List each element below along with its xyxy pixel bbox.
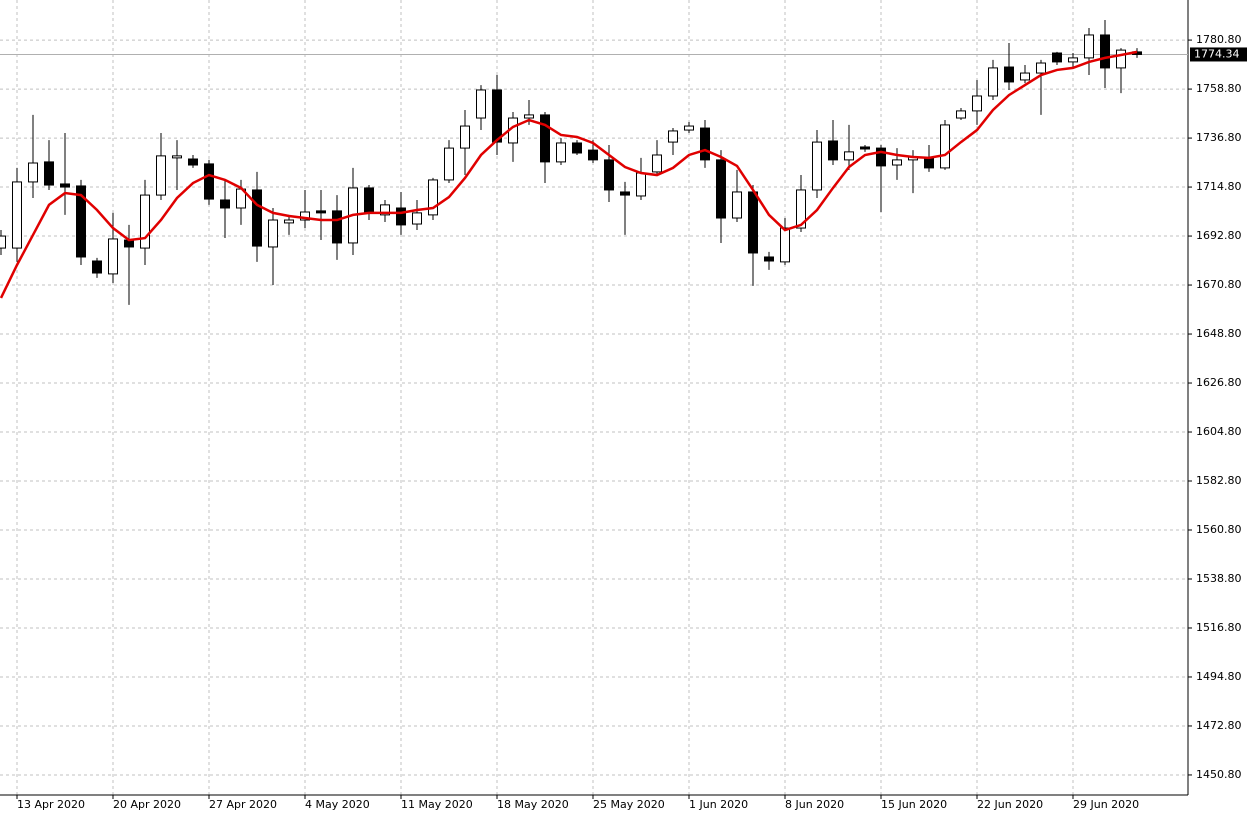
- candle-body: [604, 159, 614, 191]
- candle-body: [524, 114, 534, 119]
- y-tick-label: 1758.80: [1196, 82, 1242, 95]
- x-tick-label: 11 May 2020: [401, 798, 473, 811]
- candle-body: [380, 204, 390, 216]
- y-tick-label: 1538.80: [1196, 572, 1242, 585]
- candle-body: [892, 159, 902, 166]
- candle-body: [140, 194, 150, 249]
- candle-body: [588, 149, 598, 161]
- y-tick-label: 1692.80: [1196, 229, 1242, 242]
- x-tick-label: 1 Jun 2020: [689, 798, 748, 811]
- y-tick-label: 1714.80: [1196, 180, 1242, 193]
- price-tag: [1190, 47, 1247, 62]
- y-tick-label: 1780.80: [1196, 33, 1242, 46]
- candle-body: [1004, 66, 1014, 83]
- candle-body: [700, 127, 710, 161]
- x-tick-label: 4 May 2020: [305, 798, 370, 811]
- y-tick-label: 1516.80: [1196, 621, 1242, 634]
- candle-body: [44, 161, 54, 186]
- candle-body: [844, 151, 854, 161]
- y-tick-label: 1626.80: [1196, 376, 1242, 389]
- candle-body: [204, 163, 214, 200]
- candle-body: [572, 142, 582, 154]
- candle-body: [828, 140, 838, 161]
- candle-body: [540, 114, 550, 163]
- candle-body: [172, 155, 182, 159]
- moving-average: [0, 50, 1138, 299]
- candle-body: [220, 199, 230, 209]
- candle-body: [364, 187, 374, 213]
- y-tick-label: 1450.80: [1196, 768, 1242, 781]
- y-tick-label: 1736.80: [1196, 131, 1242, 144]
- candle-body: [12, 181, 22, 249]
- candle-body: [284, 219, 294, 224]
- x-tick-label: 25 May 2020: [593, 798, 665, 811]
- candle-body: [1068, 57, 1078, 63]
- candle-body: [92, 260, 102, 274]
- candle-body: [60, 183, 70, 188]
- candle-body: [444, 147, 454, 181]
- candle-body: [156, 155, 166, 196]
- candle-body: [956, 110, 966, 119]
- candle-body: [860, 146, 870, 150]
- x-tick-label: 20 Apr 2020: [113, 798, 181, 811]
- candle-body: [732, 191, 742, 219]
- candle-body: [1020, 72, 1030, 81]
- candle-body: [940, 124, 950, 169]
- x-tick-label: 18 May 2020: [497, 798, 569, 811]
- y-tick-label: 1494.80: [1196, 670, 1242, 683]
- candle-body: [188, 158, 198, 166]
- y-tick-label: 1670.80: [1196, 278, 1242, 291]
- candle-body: [988, 67, 998, 97]
- candle-body: [0, 235, 6, 249]
- candle-body: [668, 130, 678, 143]
- candle-body: [76, 185, 86, 258]
- candle-body: [1100, 34, 1110, 69]
- candle-body: [1052, 52, 1062, 63]
- price-tag-label: 1774.34: [1194, 47, 1240, 60]
- candle-body: [252, 189, 262, 247]
- candle-body: [556, 142, 566, 163]
- y-tick-label: 1604.80: [1196, 425, 1242, 438]
- candle-body: [1084, 34, 1094, 59]
- candle-body: [28, 162, 38, 183]
- candle-body: [300, 211, 310, 221]
- candle-body: [492, 89, 502, 143]
- candle-body: [316, 210, 326, 214]
- candle-body: [332, 210, 342, 244]
- candle-body: [780, 227, 790, 263]
- x-tick-label: 29 Jun 2020: [1073, 798, 1139, 811]
- candle-body: [268, 219, 278, 248]
- x-tick-label: 22 Jun 2020: [977, 798, 1043, 811]
- x-tick-label: 27 Apr 2020: [209, 798, 277, 811]
- candle-body: [972, 95, 982, 112]
- candle-body: [796, 189, 806, 229]
- candle-body: [636, 172, 646, 197]
- y-tick-label: 1560.80: [1196, 523, 1242, 536]
- candle-body: [716, 159, 726, 219]
- candle-body: [876, 147, 886, 167]
- candle-body: [620, 191, 630, 196]
- candle-body: [460, 125, 470, 149]
- candle-body: [812, 141, 822, 191]
- candle-body: [428, 179, 438, 216]
- candle-body: [652, 154, 662, 173]
- y-tick-label: 1582.80: [1196, 474, 1242, 487]
- candle-body: [412, 212, 422, 225]
- y-tick-label: 1648.80: [1196, 327, 1242, 340]
- candle-body: [924, 157, 934, 169]
- candle-body: [108, 238, 118, 275]
- candle-body: [476, 89, 486, 119]
- candle-body: [764, 256, 774, 262]
- candle-body: [396, 207, 406, 226]
- candle-body: [1036, 62, 1046, 74]
- x-tick-label: 15 Jun 2020: [881, 798, 947, 811]
- candle-body: [748, 191, 758, 254]
- y-tick-label: 1472.80: [1196, 719, 1242, 732]
- x-tick-label: 13 Apr 2020: [17, 798, 85, 811]
- x-tick-label: 8 Jun 2020: [785, 798, 844, 811]
- candle-body: [1116, 49, 1126, 69]
- candle-body: [684, 125, 694, 131]
